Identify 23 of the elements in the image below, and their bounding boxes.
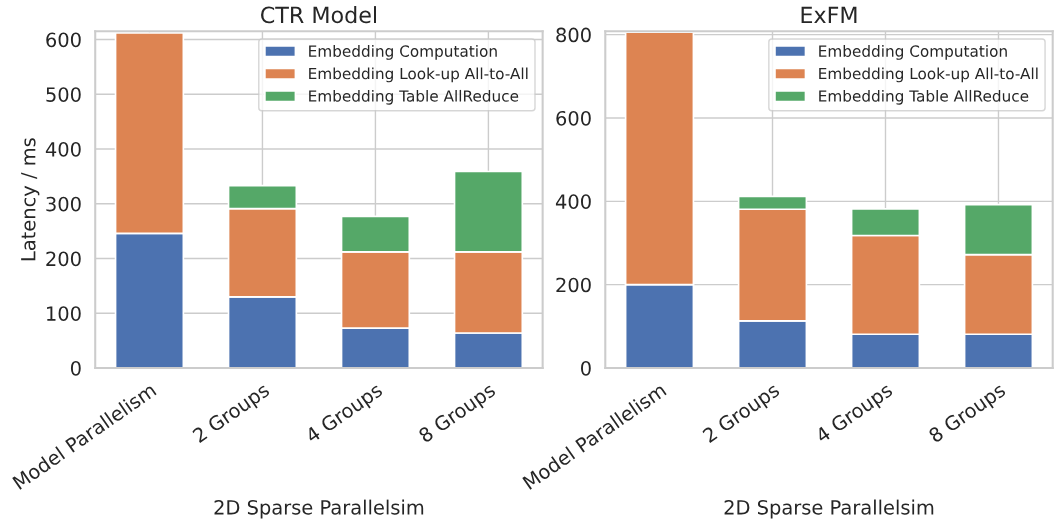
x-axis-title: 2D Sparse Parallelsim [724, 499, 934, 519]
legend-label: Embedding Look-up All-to-All [309, 67, 528, 83]
chart-title: CTR Model [261, 6, 377, 24]
y-tick-label: 600 [46, 32, 81, 48]
y-tick-label: 300 [46, 196, 81, 212]
y-tick-label: 400 [555, 194, 591, 209]
y-tick-label: 400 [45, 141, 81, 157]
y-tick-label: 200 [46, 251, 81, 267]
y-tick-label: 0 [70, 360, 81, 376]
y-tick-label: 500 [46, 87, 81, 102]
legend-label: Embedding Computation [819, 45, 1007, 60]
y-tick-label: 600 [556, 110, 591, 126]
y-tick-label: 0 [581, 360, 591, 376]
y-tick-label: 100 [47, 306, 81, 321]
legend-label: Embedding Computation [309, 45, 497, 60]
legend-label: Embedding Table AllReduce [309, 89, 519, 105]
y-axis-title: Latency / ms [21, 138, 40, 261]
legend-label: Embedding Look-up All-to-All [819, 67, 1038, 83]
legend-label: Embedding Table AllReduce [819, 89, 1029, 105]
y-tick-label: 800 [556, 27, 591, 43]
x-axis-title: 2D Sparse Parallelsim [214, 499, 424, 519]
chart-title: ExFM [801, 6, 857, 23]
y-tick-label: 200 [556, 277, 591, 293]
